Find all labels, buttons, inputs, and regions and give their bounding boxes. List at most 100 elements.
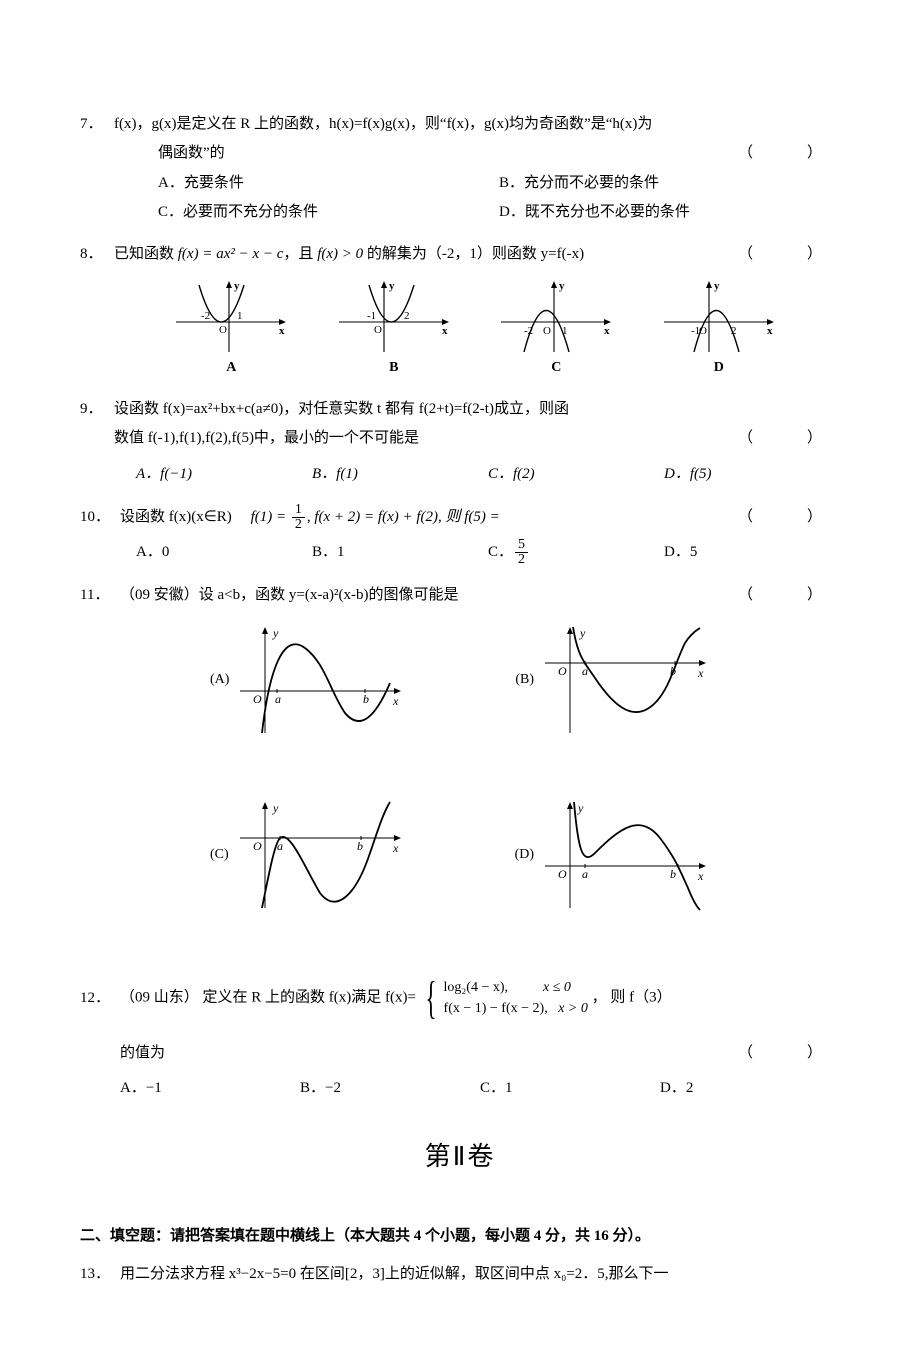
- q8-graph-c: -2 1 O x y: [496, 277, 616, 357]
- q7-text-line2: 偶函数”的: [158, 145, 225, 161]
- q10-text-pre: 设函数 f(x)(x∈R): [120, 509, 247, 525]
- q10-blank: （ ）: [738, 503, 830, 532]
- q12-text-post: ， 则 f（3）: [592, 990, 672, 1006]
- q9-number: 9．: [80, 395, 114, 424]
- svg-text:b: b: [670, 867, 676, 881]
- q11-label-b: (B): [515, 667, 534, 694]
- q11-number: 11．: [80, 581, 120, 610]
- question-12: 12． （09 山东） 定义在 R 上的函数 f(x)满足 f(x)= { lo…: [80, 973, 840, 1102]
- q12-case1-l: log₂(4 − x),: [444, 980, 509, 995]
- q8-cond: f(x) > 0: [317, 246, 363, 262]
- q12-option-d: D．2: [660, 1074, 840, 1103]
- svg-text:2: 2: [404, 310, 410, 322]
- q8-label-a: A: [171, 355, 291, 382]
- svg-text:b: b: [357, 839, 363, 853]
- q13-number: 13．: [80, 1260, 120, 1289]
- q11-label-d: (D): [515, 842, 534, 869]
- svg-text:y: y: [559, 280, 565, 292]
- svg-text:O: O: [543, 325, 551, 337]
- q7-blank: （ ）: [738, 139, 830, 168]
- q10-optc-pre: C．: [488, 544, 513, 560]
- svg-text:x: x: [697, 869, 704, 883]
- q12-case2-r: x > 0: [558, 1001, 588, 1016]
- q11-graph-b: O a b x y: [540, 623, 710, 738]
- q9-text1: 设函数 f(x)=ax²+bx+c(a≠0)，对任意实数 t 都有 f(2+t)…: [114, 395, 840, 424]
- svg-text:O: O: [253, 692, 262, 706]
- svg-text:a: a: [582, 867, 588, 881]
- q12-option-a: A．−1: [120, 1074, 300, 1103]
- svg-text:1: 1: [237, 310, 243, 322]
- q7-option-a: A．充要条件: [158, 169, 499, 198]
- svg-text:x: x: [392, 694, 399, 708]
- svg-text:b: b: [670, 664, 676, 678]
- svg-text:-2: -2: [524, 325, 533, 337]
- svg-text:O: O: [558, 664, 567, 678]
- svg-text:y: y: [579, 626, 586, 640]
- svg-text:-1: -1: [367, 310, 376, 322]
- q11-graph-a: O a b x y: [235, 623, 405, 738]
- q10-option-d: D．5: [664, 538, 840, 567]
- q9-blank: （ ）: [738, 424, 830, 453]
- svg-text:y: y: [272, 626, 279, 640]
- svg-text:-2: -2: [201, 310, 210, 322]
- q7-option-d: D．既不充分也不必要的条件: [499, 198, 840, 227]
- svg-text:O: O: [219, 324, 227, 336]
- q10-optc-den: 2: [515, 553, 528, 567]
- q11-graph-d: O a b x y: [540, 798, 710, 913]
- q11-graph-c: O a b x y: [235, 798, 405, 913]
- q10-rest: , f(x + 2) = f(x) + f(2), 则 f(5) =: [307, 509, 500, 525]
- q8-text-mid: ，且: [283, 246, 317, 262]
- q8-graph-d: -1 2 O x y: [659, 277, 779, 357]
- q11-label-a: (A): [210, 667, 229, 694]
- svg-text:O: O: [558, 867, 567, 881]
- question-10: 10． （ ） 设函数 f(x)(x∈R) f(1) = 12, f(x + 2…: [80, 503, 840, 567]
- q11-graphs: (A) O a b x y (B): [140, 623, 780, 913]
- q7-text-line1: f(x)，g(x)是定义在 R 上的函数，h(x)=f(x)g(x)，则“f(x…: [114, 110, 840, 139]
- svg-text:a: a: [275, 692, 281, 706]
- svg-text:y: y: [714, 280, 720, 292]
- svg-text:y: y: [577, 801, 584, 815]
- q12-case2-l: f(x − 1) − f(x − 2),: [444, 1001, 548, 1016]
- q8-text-post: 的解集为（-2，1）则函数 y=f(-x): [363, 246, 584, 262]
- question-9: 9． 设函数 f(x)=ax²+bx+c(a≠0)，对任意实数 t 都有 f(2…: [80, 395, 840, 489]
- q12-option-b: B．−2: [300, 1074, 480, 1103]
- q9-option-d: D．f(5): [664, 460, 840, 489]
- q12-number: 12．: [80, 984, 120, 1013]
- svg-text:x: x: [392, 841, 399, 855]
- q10-option-a: A．0: [136, 538, 312, 567]
- svg-text:b: b: [363, 692, 369, 706]
- question-7: 7． f(x)，g(x)是定义在 R 上的函数，h(x)=f(x)g(x)，则“…: [80, 110, 840, 226]
- q8-graph-b: -1 2 O x y: [334, 277, 454, 357]
- svg-text:x: x: [604, 325, 610, 337]
- q8-text-pre: 已知函数: [114, 246, 178, 262]
- svg-text:y: y: [389, 280, 395, 292]
- svg-text:a: a: [582, 664, 588, 678]
- svg-text:x: x: [767, 325, 773, 337]
- q8-graphs: -2 1 O x y A -1 2 O x y B: [150, 277, 800, 382]
- fill-blank-heading-text: 二、填空题：请把答案填在题中横线上（本大题共 4 个小题，每小题 4 分，共 1…: [80, 1228, 650, 1244]
- q9-option-c: C．f(2): [488, 460, 664, 489]
- svg-text:O: O: [374, 324, 382, 336]
- q10-option-c: C．52: [488, 538, 664, 567]
- q9-option-a: A．f(−1): [136, 460, 312, 489]
- q8-label-b: B: [334, 355, 454, 382]
- brace-icon: {: [425, 973, 436, 1023]
- q7-option-b: B．充分而不必要的条件: [499, 169, 840, 198]
- q7-option-c: C．必要而不充分的条件: [158, 198, 499, 227]
- q10-optc-num: 5: [515, 538, 528, 553]
- q10-half-den: 2: [292, 518, 305, 532]
- question-11: 11． （ ） （09 安徽）设 a<b，函数 y=(x-a)²(x-b)的图像…: [80, 581, 840, 914]
- svg-text:O: O: [699, 325, 707, 337]
- q13-text: 用二分法求方程 x³−2x−5=0 在区间[2，3]上的近似解，取区间中点 x₀…: [120, 1260, 840, 1289]
- q11-text: （09 安徽）设 a<b，函数 y=(x-a)²(x-b)的图像可能是: [120, 587, 458, 603]
- svg-text:1: 1: [562, 325, 568, 337]
- q12-blank: （ ）: [738, 1039, 830, 1068]
- fill-blank-heading: 二、填空题：请把答案填在题中横线上（本大题共 4 个小题，每小题 4 分，共 1…: [80, 1222, 840, 1251]
- question-13: 13． 用二分法求方程 x³−2x−5=0 在区间[2，3]上的近似解，取区间中…: [80, 1260, 840, 1289]
- section-2-title: 第Ⅱ卷: [80, 1132, 840, 1181]
- svg-text:x: x: [442, 325, 448, 337]
- q12-cases: log₂(4 − x), x ≤ 0 f(x − 1) − f(x − 2), …: [444, 977, 588, 1019]
- svg-text:a: a: [277, 839, 283, 853]
- svg-text:y: y: [234, 280, 240, 292]
- q8-label-d: D: [659, 355, 779, 382]
